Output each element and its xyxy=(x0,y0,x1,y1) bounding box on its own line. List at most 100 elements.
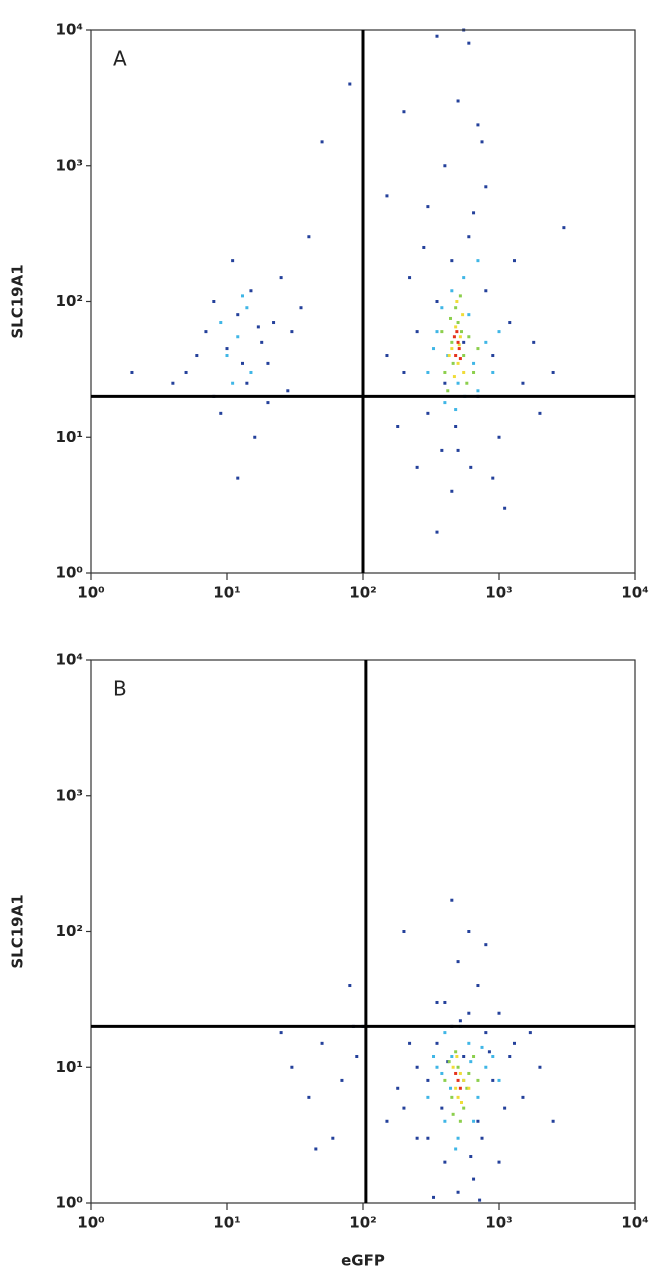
point xyxy=(467,1011,471,1015)
point xyxy=(562,226,566,230)
point xyxy=(497,1160,501,1164)
point xyxy=(462,370,466,374)
y-tick-label: 10¹ xyxy=(56,1058,83,1076)
point xyxy=(402,930,406,933)
point xyxy=(279,1031,283,1035)
point xyxy=(462,340,466,344)
point xyxy=(426,370,430,374)
point xyxy=(396,1086,400,1090)
point xyxy=(491,354,495,358)
x-tick-label: 10¹ xyxy=(213,584,240,602)
point xyxy=(476,984,480,988)
point xyxy=(290,1065,294,1069)
point xyxy=(480,140,484,144)
point xyxy=(454,1147,458,1151)
point xyxy=(443,1078,447,1082)
point xyxy=(219,411,223,415)
point xyxy=(225,354,229,358)
x-tick-label: 10⁰ xyxy=(77,1214,104,1232)
point xyxy=(458,1019,462,1023)
point xyxy=(449,316,453,320)
point xyxy=(450,259,454,263)
point xyxy=(443,370,447,374)
point xyxy=(458,294,462,298)
point xyxy=(184,370,188,374)
point xyxy=(450,1095,454,1099)
point xyxy=(236,476,240,480)
point xyxy=(456,99,460,103)
point xyxy=(472,1055,476,1059)
point xyxy=(497,1011,501,1015)
point xyxy=(508,1055,512,1059)
y-tick-label: 10² xyxy=(56,292,83,310)
point xyxy=(461,313,465,317)
point xyxy=(462,1055,466,1059)
point xyxy=(472,361,476,365)
point xyxy=(286,389,290,393)
point xyxy=(440,1106,444,1110)
point xyxy=(415,1136,419,1140)
point xyxy=(435,530,439,534)
point xyxy=(240,294,244,298)
point xyxy=(465,381,469,385)
point xyxy=(469,1060,473,1064)
point xyxy=(245,381,249,385)
point xyxy=(457,343,461,347)
point xyxy=(449,1086,453,1090)
point xyxy=(467,41,471,45)
point xyxy=(426,411,430,415)
point xyxy=(454,1086,458,1090)
point xyxy=(480,1136,484,1140)
point xyxy=(454,1071,458,1075)
point xyxy=(443,381,447,385)
point xyxy=(458,1119,462,1123)
point xyxy=(451,1065,455,1069)
point xyxy=(454,408,458,412)
point xyxy=(521,381,525,385)
point xyxy=(443,1031,447,1035)
point xyxy=(484,1031,488,1035)
point xyxy=(476,1078,480,1082)
panel-label: A xyxy=(113,47,127,71)
point xyxy=(426,1095,430,1099)
point xyxy=(450,898,454,902)
point xyxy=(171,381,175,385)
point xyxy=(231,381,235,385)
point xyxy=(508,321,512,325)
y-tick-label: 10³ xyxy=(56,786,83,804)
point xyxy=(385,194,389,198)
x-axis-title: eGFP xyxy=(341,1252,385,1270)
point xyxy=(456,448,460,452)
point xyxy=(402,1106,406,1110)
point xyxy=(450,1055,454,1059)
point xyxy=(460,1100,464,1104)
point xyxy=(478,1198,482,1202)
point xyxy=(476,1119,480,1123)
point xyxy=(432,1195,436,1199)
point xyxy=(212,300,216,303)
x-tick-label: 10⁴ xyxy=(621,1214,648,1232)
point xyxy=(290,330,294,334)
point xyxy=(491,1078,495,1082)
y-tick-label: 10⁴ xyxy=(56,651,83,669)
point xyxy=(314,1147,318,1151)
point xyxy=(225,347,229,351)
point xyxy=(467,930,471,933)
point xyxy=(480,1045,484,1049)
point xyxy=(240,361,244,365)
point xyxy=(447,1060,451,1064)
point xyxy=(458,335,462,339)
point xyxy=(415,330,419,334)
point xyxy=(476,123,480,127)
y-tick-label: 10² xyxy=(56,922,83,940)
point xyxy=(457,347,461,351)
point xyxy=(204,330,208,334)
point xyxy=(331,1136,335,1140)
x-tick-label: 10² xyxy=(349,1214,376,1232)
point xyxy=(491,1055,495,1059)
point xyxy=(465,1086,469,1090)
point xyxy=(307,1095,311,1099)
point xyxy=(432,1055,436,1059)
point xyxy=(462,354,466,358)
point xyxy=(476,1095,480,1099)
